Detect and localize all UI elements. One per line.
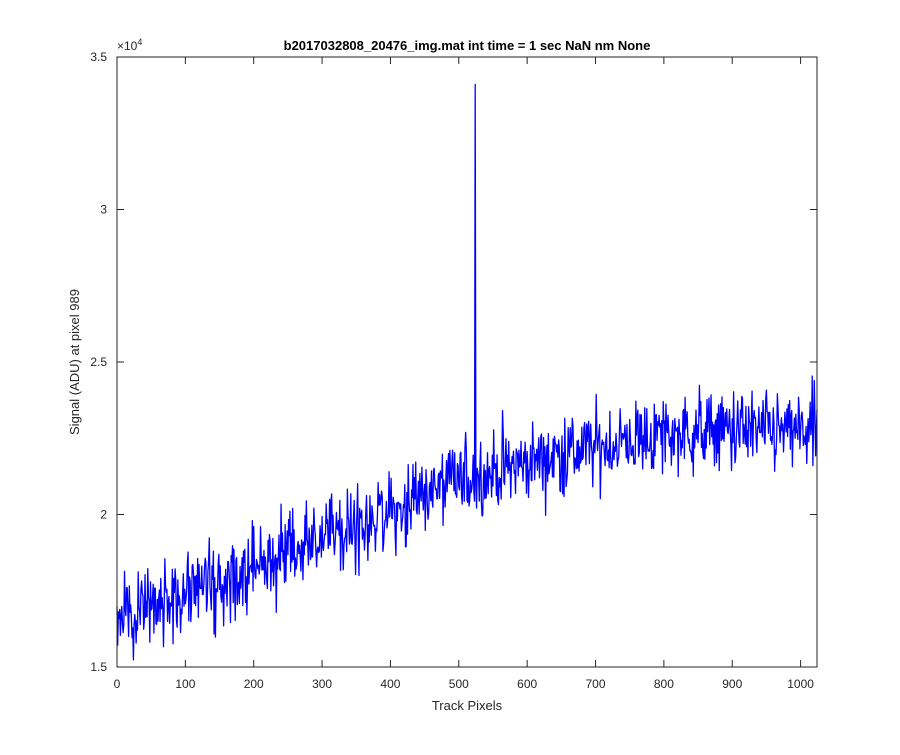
y-tick-label: 3	[100, 203, 107, 217]
x-tick-label: 400	[380, 677, 400, 691]
y-tick-label: 2.5	[90, 355, 107, 369]
signal-series-line	[116, 83, 818, 661]
x-tick-label: 200	[244, 677, 264, 691]
x-tick-label: 1000	[787, 677, 814, 691]
y-axis-ticks: 1.5 2 2.5 3 3.5	[90, 50, 817, 674]
x-tick-label: 600	[517, 677, 537, 691]
y-axis-exponent: ×104	[117, 37, 142, 53]
x-tick-label: 900	[722, 677, 742, 691]
y-axis-exponent-power: 4	[137, 37, 142, 47]
y-axis-label: Signal (ADU) at pixel 989	[67, 289, 82, 435]
x-axis-ticks: 0 100 200 300 400 500 600 700 800 900 1000	[114, 57, 814, 691]
x-axis-label: Track Pixels	[432, 698, 503, 713]
x-tick-label: 800	[654, 677, 674, 691]
x-tick-label: 0	[114, 677, 121, 691]
x-tick-label: 500	[449, 677, 469, 691]
x-tick-label: 100	[175, 677, 195, 691]
plot-frame	[116, 56, 818, 668]
y-tick-label: 3.5	[90, 50, 107, 64]
plot-area	[117, 57, 817, 667]
chart-title: b2017032808_20476_img.mat int time = 1 s…	[284, 38, 651, 53]
x-tick-label: 700	[586, 677, 606, 691]
y-tick-label: 2	[100, 508, 107, 522]
x-tick-label: 300	[312, 677, 332, 691]
y-tick-label: 1.5	[90, 660, 107, 674]
y-axis-exponent-base: ×10	[117, 39, 138, 53]
